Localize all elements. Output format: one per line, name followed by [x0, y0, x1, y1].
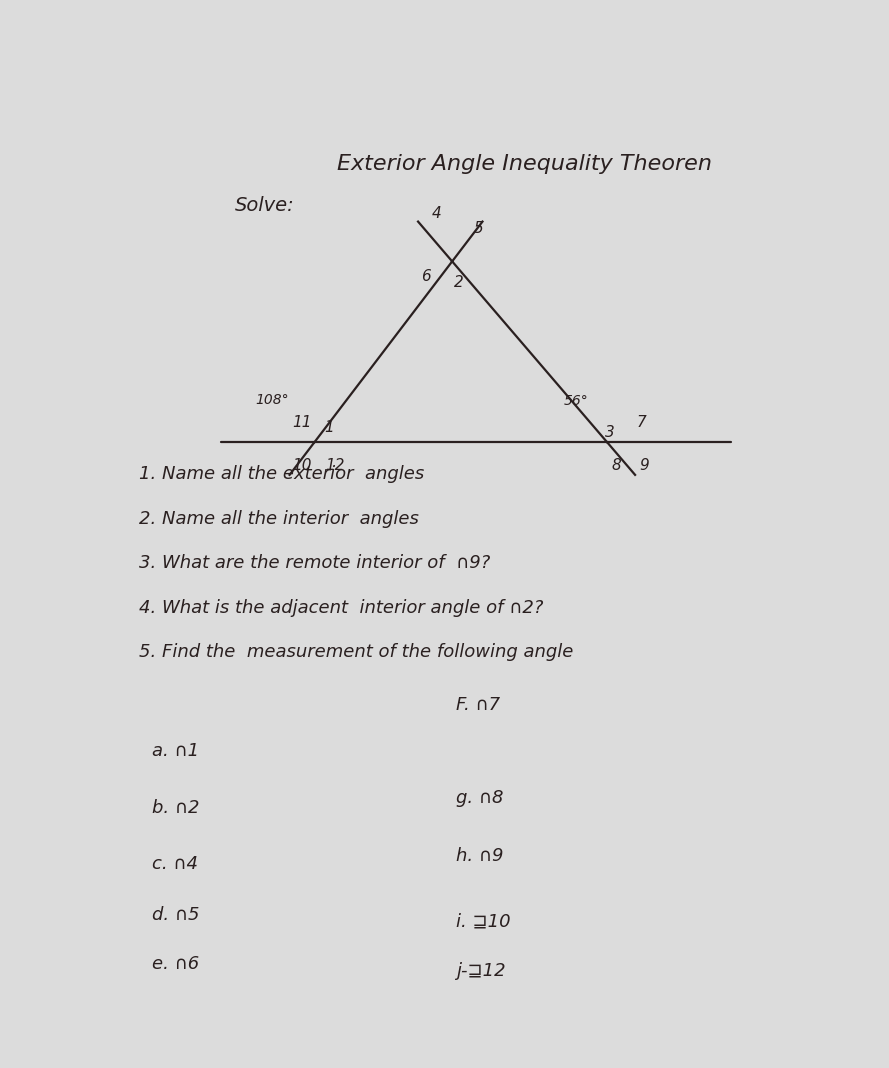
Text: Exterior Angle Inequality Theoren: Exterior Angle Inequality Theoren — [337, 155, 712, 174]
Text: j-⊒12: j-⊒12 — [456, 962, 505, 980]
Text: 8: 8 — [612, 458, 621, 473]
Text: 108°: 108° — [255, 393, 288, 407]
Text: 1. Name all the exterior  angles: 1. Name all the exterior angles — [139, 466, 424, 484]
Text: 2. Name all the interior  angles: 2. Name all the interior angles — [139, 509, 419, 528]
Text: e. ∩6: e. ∩6 — [153, 956, 200, 973]
Text: Solve:: Solve: — [235, 195, 295, 215]
Text: 1: 1 — [324, 420, 334, 435]
Text: 5: 5 — [474, 221, 484, 236]
Text: 9: 9 — [639, 458, 649, 473]
Text: F. ∩7: F. ∩7 — [456, 695, 500, 713]
Text: 3: 3 — [605, 425, 615, 440]
Text: c. ∩4: c. ∩4 — [153, 855, 198, 874]
Text: a. ∩1: a. ∩1 — [153, 741, 200, 759]
Text: 4. What is the adjacent  interior angle of ∩2?: 4. What is the adjacent interior angle o… — [139, 598, 543, 616]
Text: 10: 10 — [292, 458, 312, 473]
Text: 2: 2 — [454, 276, 464, 290]
Text: 12: 12 — [325, 458, 345, 473]
Text: i. ⊒10: i. ⊒10 — [456, 913, 510, 930]
Text: d. ∩5: d. ∩5 — [153, 906, 200, 924]
Text: h. ∩9: h. ∩9 — [456, 847, 503, 865]
Text: b. ∩2: b. ∩2 — [153, 799, 200, 817]
Text: 4: 4 — [432, 206, 442, 221]
Text: 3. What are the remote interior of  ∩9?: 3. What are the remote interior of ∩9? — [139, 554, 490, 572]
Text: 11: 11 — [292, 415, 312, 430]
Text: 7: 7 — [637, 415, 646, 430]
Text: g. ∩8: g. ∩8 — [456, 789, 503, 807]
Text: 6: 6 — [421, 269, 431, 284]
Text: 5. Find the  measurement of the following angle: 5. Find the measurement of the following… — [139, 643, 573, 661]
Text: 56°: 56° — [564, 394, 589, 408]
